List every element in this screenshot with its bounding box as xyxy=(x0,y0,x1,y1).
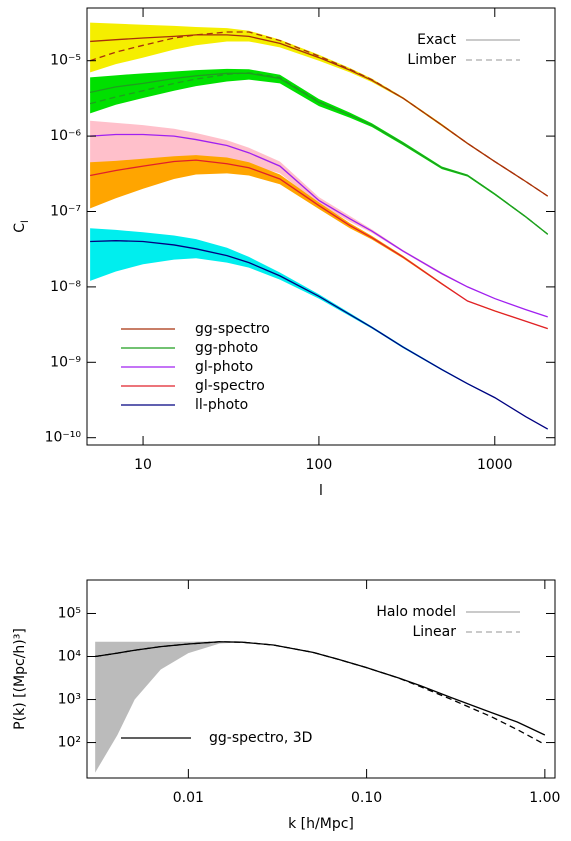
y-axis-title: Cl xyxy=(12,220,31,233)
y-axis-title-main: P(k) [(Mpc/h)³] xyxy=(12,628,28,730)
x-tick-label: 10 xyxy=(134,457,152,473)
legend-label: gl-spectro xyxy=(195,378,265,394)
legend-label: ll-photo xyxy=(195,397,248,413)
plot-area xyxy=(95,641,546,773)
series-line xyxy=(89,159,548,330)
y-tick-label: 10⁻⁶ xyxy=(50,128,81,144)
dashed-line xyxy=(89,72,549,235)
dashed-line xyxy=(95,641,546,746)
series-line xyxy=(95,641,546,736)
x-tick-label: 0.01 xyxy=(173,790,204,806)
y-tick-label: 10⁻⁹ xyxy=(50,354,81,370)
style-legend-label: Linear xyxy=(412,624,456,640)
y-tick-label: 10² xyxy=(58,735,81,751)
style-legend-label: Exact xyxy=(417,32,456,48)
y-tick-label: 10⁻⁵ xyxy=(50,53,81,69)
legend-label: gg-photo xyxy=(195,340,258,356)
legend-label: gg-spectro xyxy=(195,321,270,337)
y-tick-label: 10⁴ xyxy=(58,649,82,665)
uncertainty-band xyxy=(95,641,243,773)
y-axis-title-main: C xyxy=(12,223,28,233)
series-line xyxy=(90,240,549,430)
x-tick-label: 1000 xyxy=(477,457,513,473)
plot-frame xyxy=(86,7,556,446)
style-legend-label: Halo model xyxy=(376,604,456,620)
plot-frame xyxy=(86,579,556,779)
legend-label: gg-spectro, 3D xyxy=(209,730,312,746)
panel: 0.01 0.10 1.00 10² 10³ 10⁴ 10⁵ k [h/Mpc] P(k) [(… xyxy=(12,579,560,832)
series-line xyxy=(90,133,548,318)
x-tick-label: 1.00 xyxy=(529,790,560,806)
uncertainty-band xyxy=(90,120,548,318)
x-axis-title: l xyxy=(319,483,323,499)
style-legend-label: Limber xyxy=(407,52,456,68)
plot-area xyxy=(89,22,549,430)
series-line xyxy=(90,34,549,197)
y-tick-label: 10⁵ xyxy=(58,605,81,621)
y-tick-label: 10⁻¹⁰ xyxy=(45,430,82,446)
panel: 10 100 100010⁻¹⁰10⁻⁹10⁻⁸10⁻⁷10⁻⁶10⁻⁵lClExa… xyxy=(12,7,556,499)
x-tick-label: 0.10 xyxy=(351,790,382,806)
uncertainty-band xyxy=(90,228,548,430)
legend-label: gl-photo xyxy=(195,359,253,375)
y-tick-label: 10⁻⁷ xyxy=(50,203,81,219)
y-axis-title-sub: l xyxy=(20,220,31,223)
uncertainty-band xyxy=(90,155,548,330)
x-tick-label: 100 xyxy=(306,457,333,473)
x-axis-title: k [h/Mpc] xyxy=(288,816,354,832)
y-tick-label: 10⁻⁸ xyxy=(50,279,81,295)
y-tick-label: 10³ xyxy=(58,692,81,708)
series-line xyxy=(89,72,549,235)
y-axis-title: P(k) [(Mpc/h)³] xyxy=(12,628,28,730)
